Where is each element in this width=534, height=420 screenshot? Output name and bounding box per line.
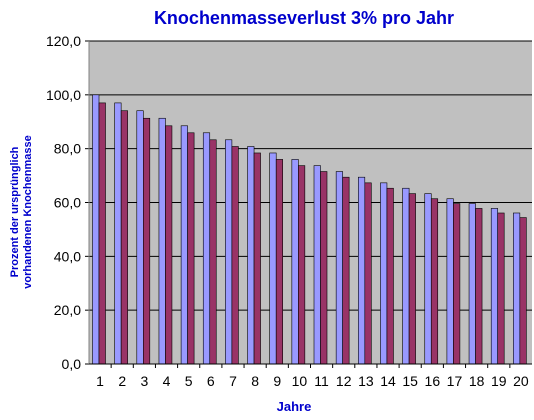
bar-series-1-year-16	[424, 193, 432, 365]
y-tick-label: 60,0	[54, 195, 81, 211]
bar-series-2-year-2	[120, 110, 128, 365]
bar-series-2-year-17	[453, 203, 461, 365]
bar-series-2-year-10	[298, 165, 306, 365]
x-tick-label: 11	[314, 373, 329, 389]
x-tick-label: 2	[118, 373, 126, 389]
bar-series-2-year-9	[275, 159, 284, 365]
bar-series-2-year-6	[209, 139, 217, 365]
bar-series-1-year-13	[357, 176, 366, 365]
bar-series-1-year-14	[380, 182, 388, 365]
x-axis-title: Jahre	[277, 399, 312, 414]
y-tick-label: 40,0	[54, 248, 81, 264]
bar-series-2-year-19	[497, 212, 505, 365]
x-tick-label: 14	[380, 373, 396, 389]
bar-series-1-year-10	[291, 159, 299, 365]
bar-series-1-year-2	[114, 102, 122, 365]
y-tick-label: 120,0	[46, 33, 81, 49]
bar-series-1-year-7	[225, 139, 233, 365]
bar-series-1-year-4	[158, 117, 166, 365]
bar-series-2-year-16	[430, 198, 439, 365]
bar-series-2-year-12	[342, 176, 350, 365]
bar-series-2-year-7	[231, 146, 239, 365]
x-tick-label: 18	[469, 373, 485, 389]
x-tick-label: 17	[447, 373, 463, 389]
bar-series-2-year-15	[408, 193, 416, 365]
y-tick-label: 80,0	[54, 141, 81, 157]
x-tick-label: 12	[336, 373, 352, 389]
bar-series-1-year-19	[490, 208, 499, 365]
chart-title: Knochenmasseverlust 3% pro Jahr	[154, 8, 454, 28]
bar-series-2-year-20	[519, 217, 527, 365]
bar-series-2-year-1	[98, 102, 106, 365]
bar-series-1-year-20	[513, 212, 521, 365]
x-tick-label: 9	[273, 373, 281, 389]
x-tick-label: 13	[358, 373, 374, 389]
bar-series-1-year-5	[180, 125, 188, 365]
x-tick-label: 8	[251, 373, 259, 389]
x-tick-label: 5	[185, 373, 193, 389]
bar-series-2-year-8	[253, 152, 261, 365]
bar-series-2-year-5	[187, 132, 195, 365]
y-tick-label: 100,0	[46, 87, 81, 103]
x-tick-label: 1	[96, 373, 104, 389]
y-axis-title: Prozent der ursprünglich vorhandenen Kno…	[9, 135, 34, 288]
bar-series-1-year-9	[269, 152, 277, 365]
x-tick-label: 3	[140, 373, 148, 389]
x-tick-label: 4	[163, 373, 171, 389]
x-tick-label: 16	[425, 373, 441, 389]
y-tick-label: 20,0	[54, 302, 81, 318]
bar-series-1-year-3	[136, 110, 144, 365]
y-tick-label: 0,0	[62, 356, 82, 372]
bar-series-1-year-11	[313, 165, 321, 365]
bar-series-2-year-11	[320, 171, 328, 365]
bar-series-1-year-12	[335, 171, 343, 365]
bar-series-2-year-4	[165, 125, 173, 365]
x-tick-label: 15	[402, 373, 418, 389]
bar-series-1-year-1	[92, 94, 100, 365]
bar-series-2-year-3	[143, 117, 151, 365]
bar-series-1-year-8	[247, 146, 255, 365]
x-tick-label: 10	[292, 373, 308, 389]
x-tick-label: 20	[513, 373, 529, 389]
x-tick-label: 6	[207, 373, 215, 389]
bar-series-1-year-18	[468, 203, 476, 365]
x-tick-label: 7	[229, 373, 237, 389]
bar-series-1-year-6	[202, 132, 211, 365]
y-axis-title-line-2: vorhandenen Knochenmasse	[22, 135, 34, 288]
bar-series-2-year-14	[386, 187, 394, 365]
y-axis-title-line-1: Prozent der ursprünglich	[9, 146, 21, 277]
bar-series-2-year-18	[475, 208, 483, 365]
bar-series-2-year-13	[364, 182, 372, 365]
x-tick-label: 19	[491, 373, 507, 389]
bar-series-1-year-15	[402, 187, 410, 365]
bar-series-1-year-17	[446, 198, 454, 365]
